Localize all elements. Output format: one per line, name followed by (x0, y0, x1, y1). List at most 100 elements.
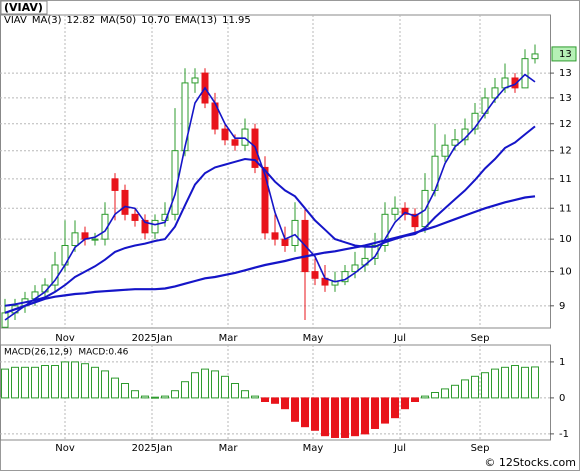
y-tick-label: -1 (559, 429, 569, 440)
macd-bar (351, 397, 359, 437)
candle-body (231, 139, 239, 146)
last-price-box (551, 46, 577, 62)
macd-bar (371, 397, 379, 429)
legend-entry: MA(3) (32, 15, 62, 26)
macd-bar (151, 396, 159, 399)
candle-body (521, 58, 529, 89)
last-price-label: 13 (559, 49, 572, 60)
legend-value: 12.82 (66, 15, 95, 26)
macd-bar (211, 370, 219, 399)
legend-ticker: VIAV (4, 15, 27, 26)
footer: © 12Stocks.com (484, 456, 576, 469)
legend-value: 10.70 (141, 15, 170, 26)
x-tick-label: Sep (471, 443, 490, 454)
candle-body (291, 219, 299, 246)
macd-bar (11, 366, 19, 399)
candle-body (471, 112, 479, 130)
macd-legend: MACD(26,12,9) (4, 348, 72, 358)
macd-bar (261, 397, 269, 402)
ma-line (4, 73, 536, 321)
x-tick-label: Jul (393, 333, 406, 344)
macd-bar (221, 375, 229, 399)
macd-bar (391, 397, 399, 419)
macd-bar (441, 388, 449, 399)
candle-body (401, 207, 409, 215)
macd-bar (271, 397, 279, 404)
candle-body (141, 219, 149, 234)
x-tick-label: 2025Jan (132, 443, 173, 454)
macd-bar (341, 397, 349, 438)
macd-bar (1, 368, 9, 399)
candle-body (491, 87, 499, 99)
macd-bar (71, 361, 79, 399)
macd-bar (201, 368, 209, 399)
candle-body (271, 232, 279, 240)
macd-bar (321, 397, 329, 437)
macd-bar (61, 361, 69, 399)
candle-body (71, 232, 79, 246)
candle-body (381, 213, 389, 246)
y-tick-label: 13 (559, 68, 572, 79)
macd-bar (101, 370, 109, 399)
macd-bar (461, 379, 469, 399)
candle-body (531, 53, 539, 60)
candle-body (111, 178, 119, 191)
legend-value: 11.95 (222, 15, 251, 26)
candle-body (391, 207, 399, 215)
candle-body (511, 77, 519, 89)
ma-line (4, 195, 536, 314)
macd-bar (301, 397, 309, 428)
price-panel (0, 14, 551, 329)
candle-body (351, 264, 359, 273)
macd-bar (491, 368, 499, 399)
candle-body (411, 213, 419, 228)
y-tick-label: 11 (559, 203, 572, 214)
macd-bar (401, 397, 409, 410)
candle-body (191, 77, 199, 84)
x-tick-label: May (303, 443, 324, 454)
x-tick-label: May (303, 333, 324, 344)
candle-body (131, 213, 139, 221)
macd-bar (81, 363, 89, 399)
macd-bar (31, 366, 39, 399)
macd-bar (531, 366, 539, 399)
x-tick-label: Nov (55, 443, 75, 454)
macd-bar (521, 366, 529, 399)
candle-body (261, 166, 269, 234)
y-tick-label: 0 (559, 393, 565, 404)
y-tick-label: 9 (559, 301, 565, 312)
macd-bar (161, 395, 169, 399)
macd-bar (381, 397, 389, 424)
legend-entry: EMA(13) (175, 15, 217, 26)
chart-title: (VIAV) (4, 1, 43, 14)
candle-body (221, 128, 229, 141)
y-tick-label: 11 (559, 174, 572, 185)
macd-value: MACD:0.46 (78, 348, 128, 358)
candle-body (151, 219, 159, 234)
macd-bar (141, 395, 149, 399)
macd-bar (361, 397, 369, 435)
candle-body (281, 238, 289, 246)
y-tick-label: 10 (559, 267, 572, 278)
macd-bar (501, 366, 509, 399)
macd-bar (291, 397, 299, 422)
x-tick-label: 2025Jan (132, 333, 173, 344)
macd-bar (471, 375, 479, 399)
macd-bar (171, 390, 179, 399)
macd-bar (421, 395, 429, 399)
title-box (0, 0, 48, 15)
macd-bar (281, 397, 289, 410)
x-tick-label: Sep (471, 333, 490, 344)
macd-bar (91, 366, 99, 399)
macd-bar (311, 397, 319, 431)
macd-bar (131, 390, 139, 399)
macd-bar (331, 397, 339, 438)
macd-bar (511, 365, 519, 399)
y-tick-label: 1 (559, 357, 565, 368)
y-tick-label: 10 (559, 234, 572, 245)
macd-bar (21, 366, 29, 399)
macd-bar (41, 365, 49, 399)
y-tick-label: 12 (559, 146, 572, 157)
y-tick-label: 13 (559, 93, 572, 104)
candle-body (311, 271, 319, 279)
